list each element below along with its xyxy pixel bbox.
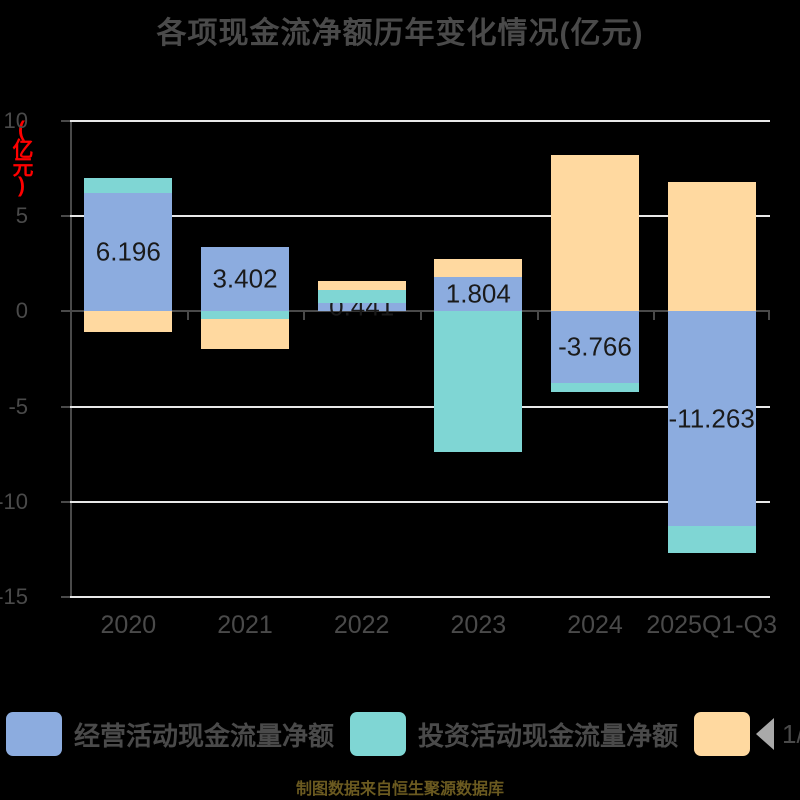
bar-segment[interactable]: [84, 193, 173, 312]
legend-swatch[interactable]: [694, 712, 751, 756]
x-tick-mark: [303, 311, 306, 321]
bar-segment[interactable]: [667, 181, 756, 312]
x-tick-label: 2023: [450, 611, 507, 639]
triangle-left-icon[interactable]: [756, 718, 775, 750]
y-tick-label: 10: [3, 108, 28, 133]
bar-segment[interactable]: [84, 311, 173, 332]
bar-segment[interactable]: [317, 303, 406, 312]
pager-label: 1/2: [782, 718, 800, 749]
y-axis-line: [70, 121, 72, 597]
legend-pager: 1/2: [756, 718, 800, 750]
x-tick-label: 2022: [333, 611, 390, 639]
legend-swatch[interactable]: [6, 712, 62, 756]
gridline: [70, 215, 770, 218]
bar-value-label: 1.804: [445, 278, 511, 309]
x-tick-label: 2021: [217, 611, 273, 639]
plot-area: 1050-5-10-156.19620203.40220210.44120221…: [0, 108, 777, 639]
legend-row: 经营活动现金流量净额 投资活动现金流量净额 1/2: [0, 707, 800, 761]
page-title: 各项现金流净额历年变化情况(亿元): [156, 17, 644, 50]
gridline: [70, 596, 770, 598]
bar-segment[interactable]: [201, 246, 289, 312]
bar-segment[interactable]: [551, 383, 639, 393]
y-tick-label: -5: [8, 393, 28, 419]
x-tick-mark: [768, 311, 770, 321]
bar-segment[interactable]: [317, 290, 406, 303]
legend-label: 经营活动现金流量净额: [74, 720, 335, 751]
y-tick-label: 5: [15, 203, 28, 229]
gridline: [70, 120, 770, 122]
bar-segment[interactable]: [434, 277, 523, 312]
y-tick-mark: [61, 596, 70, 598]
bar-segment[interactable]: [667, 311, 756, 526]
legend: 经营活动现金流量净额 投资活动现金流量净额 1/2: [0, 707, 800, 761]
y-tick-mark: [61, 215, 70, 218]
y-tick-mark: [61, 500, 70, 503]
bar-value-label: -11.263: [668, 403, 755, 434]
bar-segment[interactable]: [667, 525, 756, 554]
x-tick-label: 2020: [100, 611, 157, 639]
x-tick-mark: [653, 311, 656, 321]
y-tick-label: -10: [0, 488, 28, 514]
y-tick-mark: [61, 310, 70, 313]
bar-value-label: 3.402: [212, 263, 278, 294]
x-tick-label: 2024: [567, 611, 623, 639]
gridline: [70, 405, 770, 408]
x-tick-mark: [186, 311, 189, 321]
legend-swatch[interactable]: [350, 712, 407, 756]
source-note: 制图数据来自恒生聚源数据库: [295, 781, 504, 798]
gridline: [70, 500, 770, 503]
x-tick-mark: [536, 311, 539, 321]
bar-segment[interactable]: [84, 178, 173, 194]
bar-segment[interactable]: [551, 311, 639, 384]
bar-segment[interactable]: [317, 281, 406, 291]
bar-segment[interactable]: [434, 311, 523, 453]
y-tick-mark: [61, 120, 70, 122]
legend-label: 投资活动现金流量净额: [418, 720, 679, 751]
y-tick-label: 0: [15, 298, 28, 324]
bar-segment[interactable]: [434, 258, 523, 278]
bar-segment[interactable]: [201, 311, 289, 319]
x-tick-label: 2025Q1-Q3: [646, 611, 777, 639]
bar-value-label: -3.766: [558, 331, 632, 362]
y-tick-label: -15: [0, 584, 28, 609]
x-tick-mark: [420, 311, 422, 321]
y-axis-unit-label: (亿元): [10, 118, 33, 194]
y-tick-mark: [61, 405, 70, 408]
x-tick-mark: [70, 311, 72, 321]
bar-segment[interactable]: [201, 318, 289, 349]
bar-segment[interactable]: [551, 154, 639, 312]
bar-value-label: 6.196: [95, 236, 161, 267]
